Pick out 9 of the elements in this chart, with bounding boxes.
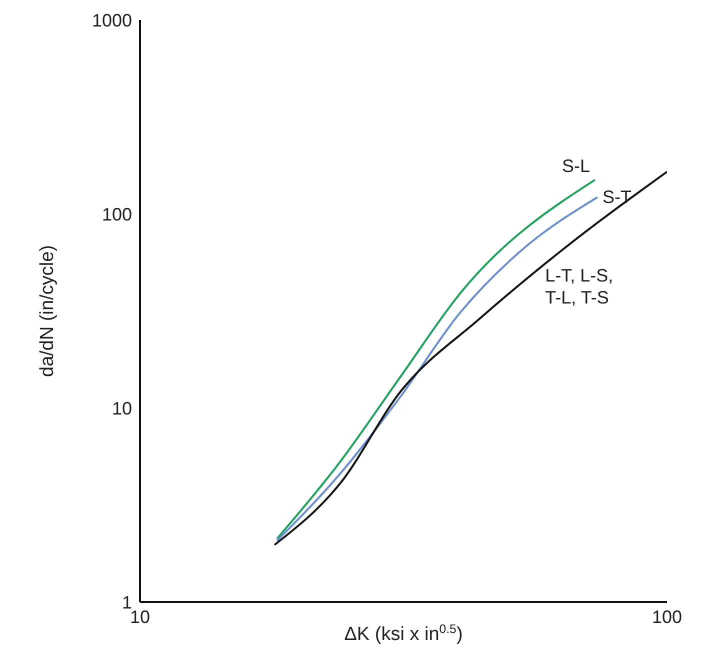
y-tick-label: 1000 xyxy=(92,10,132,30)
series-label: S-L xyxy=(562,156,590,176)
y-axis-title: da/dN (in/cycle) xyxy=(37,245,58,377)
y-tick-label: 100 xyxy=(102,204,132,224)
series-label: L-T, L-S, T-L, T-S xyxy=(545,266,614,308)
series-label: S-T xyxy=(602,187,632,208)
y-tick-label: 1 xyxy=(122,592,132,612)
x-axis-title: ΔK (ksi x in$^{0.5}$) xyxy=(344,622,463,645)
y-tick-label: 10 xyxy=(112,398,132,418)
